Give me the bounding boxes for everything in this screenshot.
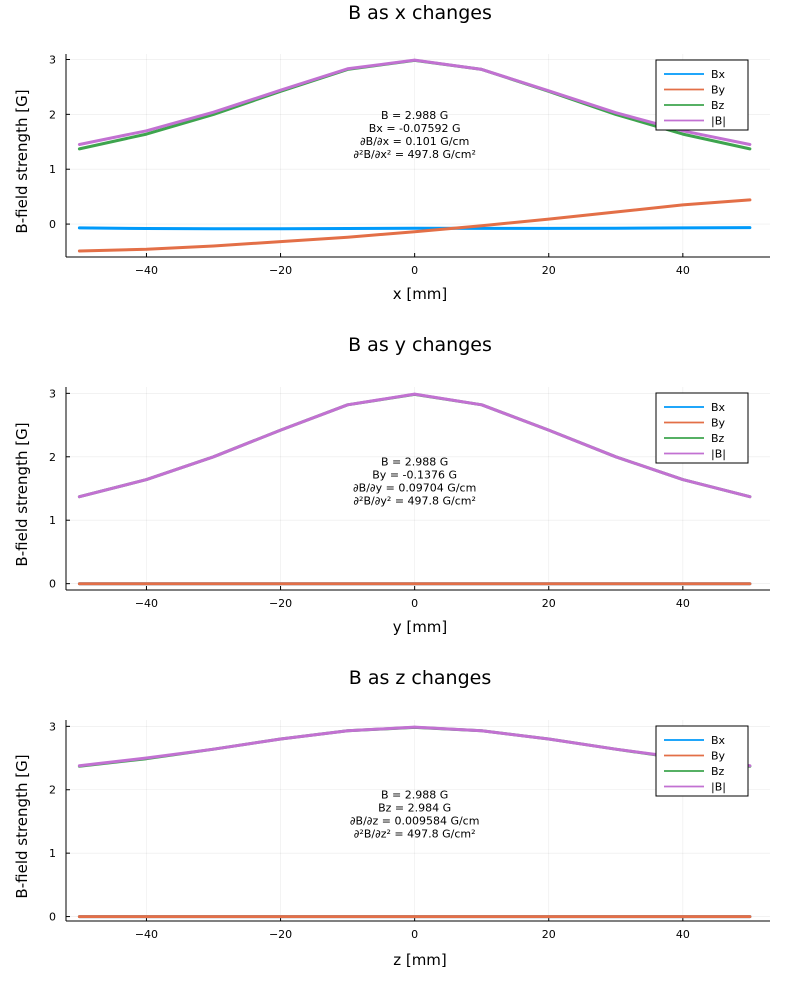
x-axis-label: x [mm] [393,285,448,303]
y-tick-label: 0 [49,218,56,231]
series-line-4 [77,58,752,146]
legend-box [655,725,749,797]
legend-label: Bz [711,765,725,778]
annotation-line: ∂B/∂z = 0.009584 G/cm [350,814,480,827]
y-tick-label: 1 [49,163,56,176]
x-axis-label: z [mm] [393,951,447,969]
x-tick-label: −40 [135,264,158,277]
y-tick-label: 2 [49,784,56,797]
x-tick-label: 40 [676,928,690,941]
annotation-line: Bz = 2.984 G [378,801,451,814]
legend-label: |B| [711,781,726,794]
x-tick-label: 20 [542,264,556,277]
y-tick-label: 2 [49,451,56,464]
x-tick-label: 40 [676,264,690,277]
legend-label: Bx [711,734,726,747]
legend-label: Bz [711,99,725,112]
annotation-line: ∂B/∂y = 0.09704 G/cm [353,482,476,495]
annotation-line: ∂²B/∂z² = 497.8 G/cm² [354,827,476,840]
x-tick-label: 20 [542,597,556,610]
annotation-line: By = -0.1376 G [372,469,457,482]
legend: Bx By Bz |B| [655,59,749,131]
y-axis-label: B-field strength [G] [13,89,31,233]
legend-label: Bx [711,68,726,81]
annotation-line: Bx = -0.07592 G [369,122,461,135]
annotation-line: B = 2.988 G [381,109,448,122]
chart-title: B as x changes [348,2,492,24]
annotation: B = 2.988 GBz = 2.984 G∂B/∂z = 0.009584 … [350,788,480,840]
x-axis-label: y [mm] [393,618,448,636]
annotation: B = 2.988 GBy = -0.1376 G∂B/∂y = 0.09704… [353,456,476,508]
annotation: B = 2.988 GBx = -0.07592 G∂B/∂x = 0.101 … [353,109,476,161]
y-tick-label: 3 [49,387,56,400]
annotation-line: ∂²B/∂y² = 497.8 G/cm² [353,495,476,508]
y-tick-label: 2 [49,108,56,121]
annotation-line: ∂²B/∂x² = 497.8 G/cm² [353,148,476,161]
legend-label: Bx [711,401,726,414]
y-axis-label: B-field strength [G] [13,754,31,898]
chart-title: B as z changes [349,667,492,689]
x-tick-label: 0 [411,928,418,941]
series-lines [77,392,752,586]
y-tick-label: 1 [49,514,56,527]
legend: Bx By Bz |B| [655,392,749,464]
annotation-line: B = 2.988 G [381,788,448,801]
series-line-4 [77,725,752,768]
legend-box [655,392,749,464]
y-tick-label: 0 [49,911,56,924]
x-tick-label: −40 [135,597,158,610]
x-tick-label: 0 [411,597,418,610]
x-tick-label: 20 [542,928,556,941]
x-tick-label: 40 [676,597,690,610]
x-tick-label: −40 [135,928,158,941]
legend-label: |B| [711,115,726,128]
annotation-line: B = 2.988 G [381,456,448,469]
y-tick-label: 0 [49,578,56,591]
y-axis-label: B-field strength [G] [13,422,31,566]
legend-label: Bz [711,432,725,445]
x-tick-label: 0 [411,264,418,277]
series-lines [77,725,752,919]
y-tick-label: 1 [49,847,56,860]
legend-label: By [711,417,726,430]
series-line-2 [77,198,752,253]
series-line-4 [77,392,752,499]
y-tick-label: 3 [49,720,56,733]
legend-label: By [711,750,726,763]
chart-title: B as y changes [348,334,492,356]
series-line-1 [77,226,752,231]
x-tick-label: −20 [269,928,292,941]
y-tick-label: 3 [49,53,56,66]
x-tick-label: −20 [269,597,292,610]
series-lines [77,58,752,253]
legend-label: |B| [711,448,726,461]
chart-panel-3: −40 −20 0 20 40 0 1 2 3 B as z changes z [mm] B-fie… [13,667,770,969]
annotation-line: ∂B/∂x = 0.101 G/cm [360,135,469,148]
legend-box [655,59,749,131]
x-tick-label: −20 [269,264,292,277]
chart-panel-1: −40 −20 0 20 40 0 1 2 3 B as x changes x [mm] B-fie… [13,2,770,303]
legend-label: By [711,84,726,97]
legend: Bx By Bz |B| [655,725,749,797]
chart-panel-2: −40 −20 0 20 40 0 1 2 3 B as y changes y [mm] B-fie… [13,334,770,636]
